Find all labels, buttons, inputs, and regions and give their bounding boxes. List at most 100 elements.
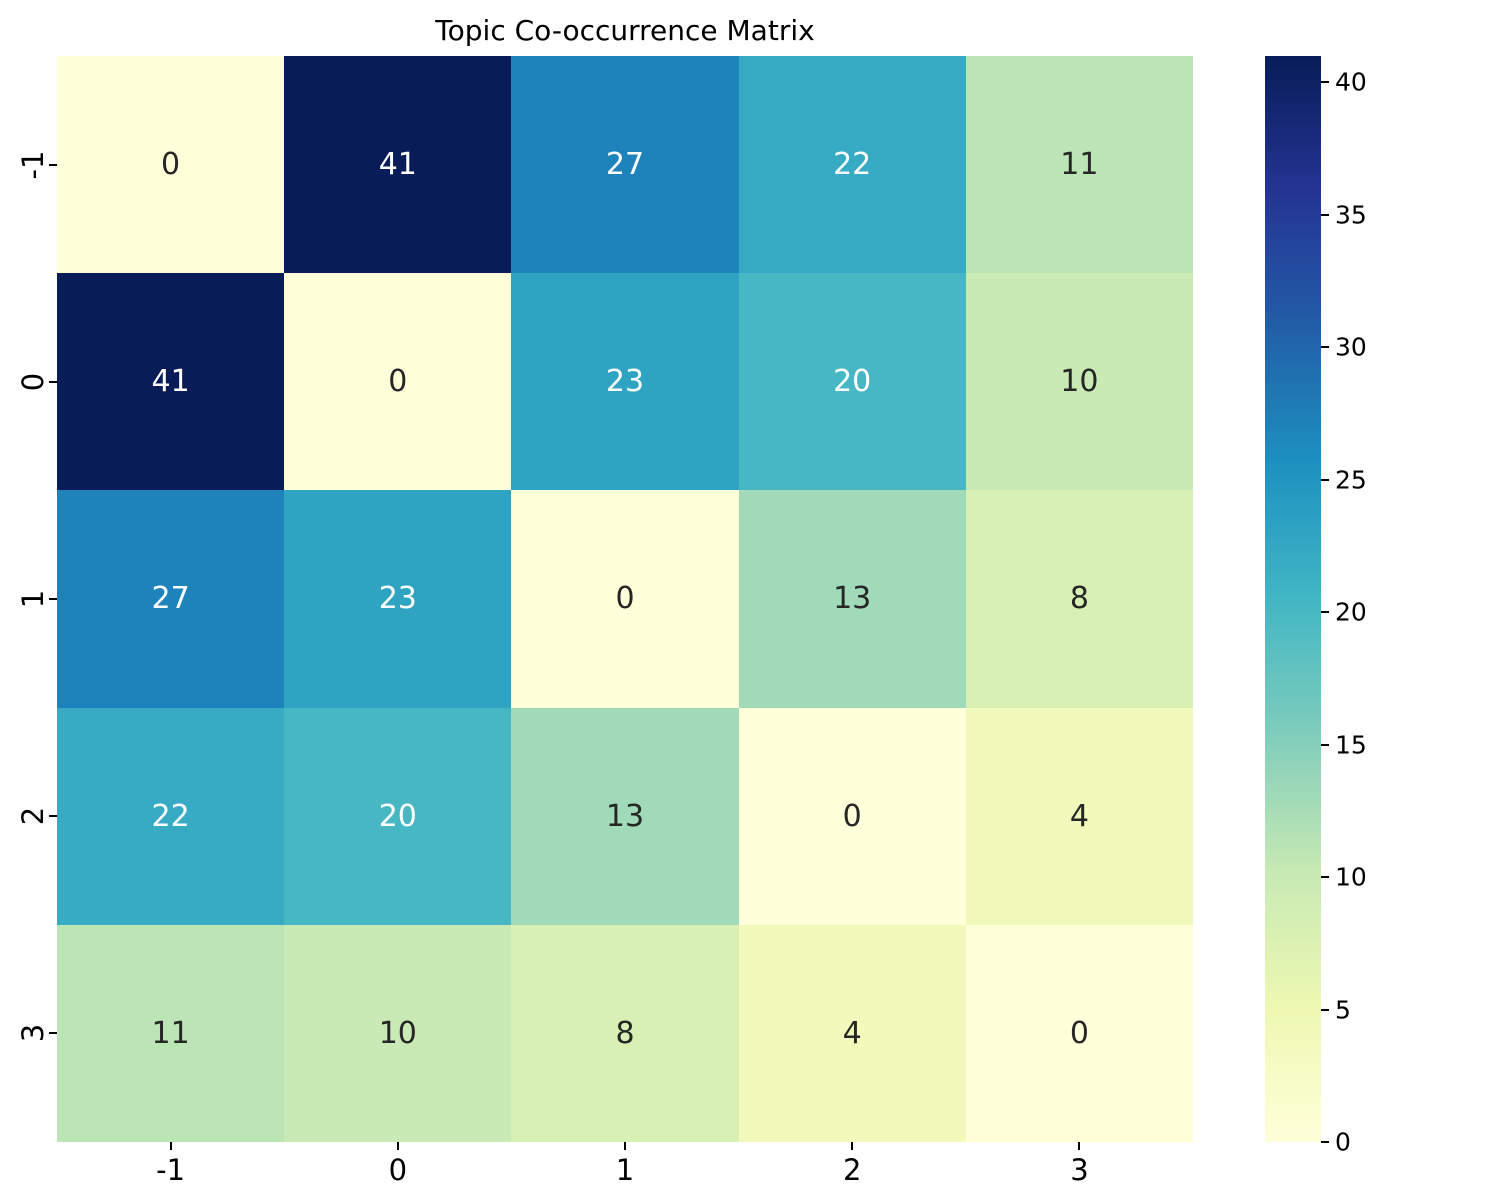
colorbar-tick-mark bbox=[1321, 876, 1329, 879]
colorbar-tick-label: 0 bbox=[1335, 1127, 1351, 1157]
colorbar-ticks: 0 5 10 15 20 25 30 35 40 bbox=[1321, 56, 1401, 1157]
x-tick: 2 bbox=[739, 1142, 966, 1192]
heatmap-cell: 13 bbox=[738, 490, 966, 708]
y-tick-label: -1 bbox=[16, 150, 50, 180]
x-tick-label: -1 bbox=[156, 1153, 186, 1187]
cell-value: 20 bbox=[833, 364, 872, 400]
cell-value: 41 bbox=[378, 147, 417, 183]
y-tick-mark bbox=[49, 380, 57, 383]
colorbar-tick-label: 5 bbox=[1335, 995, 1351, 1025]
heatmap-cell: 22 bbox=[738, 56, 966, 274]
x-tick-label: 2 bbox=[842, 1153, 862, 1187]
colorbar-tick-label: 10 bbox=[1335, 862, 1367, 892]
y-tick-label: 1 bbox=[16, 589, 50, 609]
cell-value: 10 bbox=[1060, 364, 1099, 400]
y-tick: 1 bbox=[0, 490, 57, 707]
x-tick-label: 0 bbox=[388, 1153, 408, 1187]
x-tick-mark bbox=[1078, 1142, 1081, 1150]
x-tick-label: 3 bbox=[1070, 1153, 1089, 1187]
colorbar-tick-mark bbox=[1321, 213, 1329, 216]
heatmap-cell: 10 bbox=[965, 273, 1193, 491]
heatmap-cell: 23 bbox=[511, 273, 739, 491]
heatmap-cell: 27 bbox=[57, 490, 285, 708]
cell-value: 13 bbox=[605, 798, 645, 834]
colorbar-tick-mark bbox=[1321, 478, 1329, 481]
chart-title: Topic Co-occurrence Matrix bbox=[435, 14, 815, 47]
colorbar-tick-mark bbox=[1321, 1141, 1329, 1143]
y-tick-label: 3 bbox=[16, 1024, 50, 1043]
colorbar-tick-label: 25 bbox=[1335, 465, 1367, 495]
cell-value: 4 bbox=[1069, 798, 1089, 834]
colorbar-tick-label: 15 bbox=[1335, 730, 1367, 760]
colorbar bbox=[1265, 56, 1321, 1142]
cell-value: 23 bbox=[605, 364, 645, 400]
heatmap-cell: 27 bbox=[511, 56, 739, 274]
colorbar-tick-mark bbox=[1321, 611, 1329, 614]
cell-value: 27 bbox=[151, 581, 190, 617]
cell-value: 22 bbox=[151, 798, 190, 834]
cell-value: 0 bbox=[1069, 1015, 1089, 1051]
x-tick-mark bbox=[169, 1142, 172, 1150]
cell-value: 10 bbox=[378, 1015, 417, 1051]
x-tick: 1 bbox=[511, 1142, 738, 1192]
heatmap-cell: 22 bbox=[57, 707, 285, 925]
heatmap-cell: 41 bbox=[284, 56, 512, 274]
y-tick-label: 0 bbox=[16, 372, 50, 392]
cell-value: 8 bbox=[615, 1015, 635, 1051]
y-tick-mark bbox=[49, 815, 57, 818]
heatmap-cell: 8 bbox=[965, 490, 1193, 708]
y-tick-label: 2 bbox=[16, 806, 50, 826]
colorbar-tick-label: 20 bbox=[1335, 597, 1367, 627]
heatmap: 0 41 27 22 11 41 0 23 20 10 27 23 0 13 8 22 20 13 0 4 11 10 8 4… bbox=[57, 56, 1193, 1142]
x-axis: -1 0 1 2 3 bbox=[57, 1142, 1193, 1192]
y-tick-mark bbox=[49, 597, 57, 600]
heatmap-cell: 0 bbox=[965, 924, 1193, 1142]
colorbar-tick-mark bbox=[1321, 743, 1329, 746]
heatmap-cell: 20 bbox=[284, 707, 512, 925]
heatmap-cell: 20 bbox=[738, 273, 966, 491]
cell-value: 20 bbox=[378, 798, 417, 834]
x-tick-mark bbox=[624, 1142, 626, 1150]
x-tick-label: 1 bbox=[615, 1153, 635, 1187]
x-tick-mark bbox=[396, 1142, 399, 1150]
y-tick: 2 bbox=[0, 708, 57, 925]
y-tick: 3 bbox=[0, 925, 57, 1142]
cell-value: 0 bbox=[388, 364, 408, 400]
y-tick: 0 bbox=[0, 273, 57, 490]
cell-value: 4 bbox=[842, 1015, 862, 1051]
y-tick: -1 bbox=[0, 56, 57, 273]
heatmap-cell: 0 bbox=[511, 490, 739, 708]
y-axis: -1 0 1 2 3 bbox=[0, 56, 57, 1142]
heatmap-cell: 8 bbox=[511, 924, 739, 1142]
cell-value: 11 bbox=[151, 1015, 190, 1051]
cell-value: 41 bbox=[151, 364, 190, 400]
colorbar-tick-mark bbox=[1321, 1008, 1329, 1011]
heatmap-cell: 10 bbox=[284, 924, 512, 1142]
x-tick: 0 bbox=[284, 1142, 511, 1192]
cell-value: 13 bbox=[833, 581, 872, 617]
colorbar-tick-label: 40 bbox=[1335, 67, 1367, 97]
heatmap-cell: 0 bbox=[738, 707, 966, 925]
cell-value: 22 bbox=[833, 147, 872, 183]
heatmap-cell: 4 bbox=[738, 924, 966, 1142]
colorbar-tick-label: 30 bbox=[1335, 332, 1367, 362]
heatmap-cell: 4 bbox=[965, 707, 1193, 925]
cell-value: 0 bbox=[842, 798, 862, 834]
cell-value: 0 bbox=[161, 147, 181, 183]
cell-value: 27 bbox=[605, 147, 645, 183]
x-tick: -1 bbox=[57, 1142, 284, 1192]
heatmap-cell: 13 bbox=[511, 707, 739, 925]
cell-value: 0 bbox=[615, 581, 635, 617]
colorbar-tick-mark bbox=[1321, 346, 1329, 349]
x-tick-mark bbox=[851, 1142, 854, 1150]
heatmap-cell: 0 bbox=[284, 273, 512, 491]
y-tick-mark bbox=[49, 163, 57, 166]
cell-value: 11 bbox=[1060, 147, 1099, 183]
colorbar-tick-mark bbox=[1321, 81, 1329, 84]
heatmap-cell: 41 bbox=[57, 273, 285, 491]
cell-value: 8 bbox=[1069, 581, 1089, 617]
heatmap-cell: 23 bbox=[284, 490, 512, 708]
heatmap-cell: 0 bbox=[57, 56, 285, 274]
cell-value: 23 bbox=[378, 581, 417, 617]
y-tick-mark bbox=[49, 1032, 57, 1035]
